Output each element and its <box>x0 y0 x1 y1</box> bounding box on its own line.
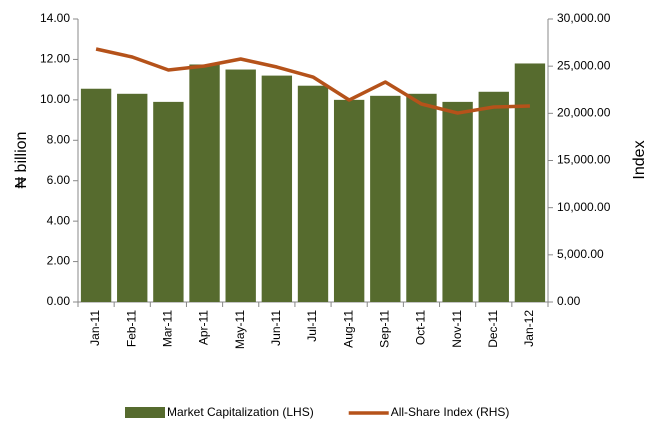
y2-tick-label: 10,000.00 <box>557 200 611 214</box>
y2-tick-label: 0.00 <box>557 294 581 308</box>
x-tick-label: Jul-11 <box>305 310 319 342</box>
x-tick-label: Sep-11 <box>377 310 391 348</box>
y-tick-label: 0.00 <box>47 294 71 308</box>
y2-tick-label: 20,000.00 <box>557 106 611 120</box>
x-tick-label: Mar-11 <box>161 310 175 347</box>
bar <box>370 95 401 302</box>
legend-label: All-Share Index (RHS) <box>391 405 510 419</box>
y-tick-label: 14.00 <box>40 11 70 25</box>
y-tick-label: 12.00 <box>40 52 70 66</box>
bar <box>225 69 256 303</box>
bar <box>261 75 293 302</box>
bar <box>442 101 473 302</box>
y2-axis-title: Index <box>631 140 648 179</box>
x-tick-label: Feb-11 <box>124 310 138 347</box>
x-tick-label: Nov-11 <box>450 310 464 348</box>
bar <box>478 91 509 303</box>
y-tick-label: 10.00 <box>40 92 70 106</box>
y2-tick-label: 25,000.00 <box>557 58 611 72</box>
bar <box>297 85 329 302</box>
x-tick-label: Apr-11 <box>197 310 211 345</box>
bar <box>406 93 437 303</box>
bar <box>117 93 148 303</box>
legend-swatch <box>125 407 165 418</box>
bar <box>80 88 112 302</box>
x-tick-label: Aug-11 <box>341 310 355 348</box>
x-tick-label: Dec-11 <box>486 310 500 348</box>
y-tick-label: 4.00 <box>47 213 71 227</box>
y-tick-label: 2.00 <box>47 254 71 268</box>
y2-tick-label: 5,000.00 <box>557 247 604 261</box>
x-tick-label: Oct-11 <box>414 310 428 345</box>
bar <box>333 99 365 302</box>
y2-tick-label: 30,000.00 <box>557 11 611 25</box>
x-tick-label: Jan-11 <box>88 310 102 346</box>
x-tick-label: Jun-11 <box>269 310 283 346</box>
x-tick-label: May-11 <box>233 310 247 349</box>
line <box>95 47 530 115</box>
y2-tick-label: 15,000.00 <box>557 153 611 167</box>
y-axis-title: ₦ billion <box>13 132 30 189</box>
y-tick-label: 8.00 <box>47 132 71 146</box>
legend-label: Market Capitalization (LHS) <box>167 405 314 419</box>
bar <box>189 64 220 302</box>
bar <box>153 101 184 302</box>
bar <box>514 63 546 302</box>
x-tick-label: Jan-12 <box>522 310 536 347</box>
y-tick-label: 6.00 <box>47 173 71 187</box>
